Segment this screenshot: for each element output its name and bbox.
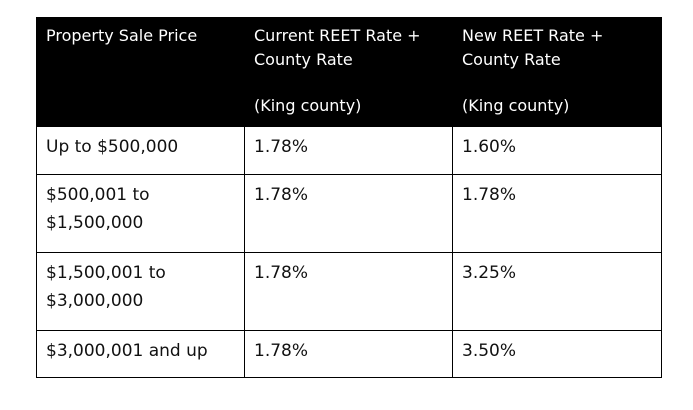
- cell-new-rate: 1.78%: [452, 174, 662, 253]
- header-row: Property Sale Price Current REET Rate + …: [36, 17, 662, 127]
- cell-current-rate: 1.78%: [244, 330, 453, 378]
- table-row: $1,500,001 to $3,000,000 1.78% 3.25%: [36, 252, 662, 331]
- table-row: Up to $500,000 1.78% 1.60%: [36, 126, 662, 175]
- cell-current-rate: 1.78%: [244, 174, 453, 253]
- table-row: $3,000,001 and up 1.78% 3.50%: [36, 330, 662, 378]
- table-header: Property Sale Price Current REET Rate + …: [36, 17, 662, 127]
- cell-current-rate: 1.78%: [244, 126, 453, 175]
- cell-new-rate: 3.25%: [452, 252, 662, 331]
- reet-rate-table: Property Sale Price Current REET Rate + …: [36, 17, 662, 378]
- header-label: Current REET Rate + County Rate: [254, 26, 421, 69]
- cell-price: $1,500,001 to $3,000,000: [36, 252, 245, 331]
- reet-rate-table-container: Property Sale Price Current REET Rate + …: [36, 17, 662, 378]
- cell-new-rate: 1.60%: [452, 126, 662, 175]
- header-label: New REET Rate + County Rate: [462, 26, 604, 69]
- header-current-rate: Current REET Rate + County Rate (King co…: [244, 17, 453, 127]
- table-body: Up to $500,000 1.78% 1.60% $500,001 to $…: [36, 126, 662, 378]
- cell-price: Up to $500,000: [36, 126, 245, 175]
- cell-current-rate: 1.78%: [244, 252, 453, 331]
- header-property-sale-price: Property Sale Price: [36, 17, 245, 127]
- cell-new-rate: 3.50%: [452, 330, 662, 378]
- table-row: $500,001 to $1,500,000 1.78% 1.78%: [36, 174, 662, 253]
- header-sublabel: (King county): [254, 96, 362, 115]
- cell-price: $500,001 to $1,500,000: [36, 174, 245, 253]
- header-label: Property Sale Price: [46, 26, 198, 45]
- header-sublabel: (King county): [462, 96, 570, 115]
- cell-price: $3,000,001 and up: [36, 330, 245, 378]
- header-new-rate: New REET Rate + County Rate (King county…: [452, 17, 662, 127]
